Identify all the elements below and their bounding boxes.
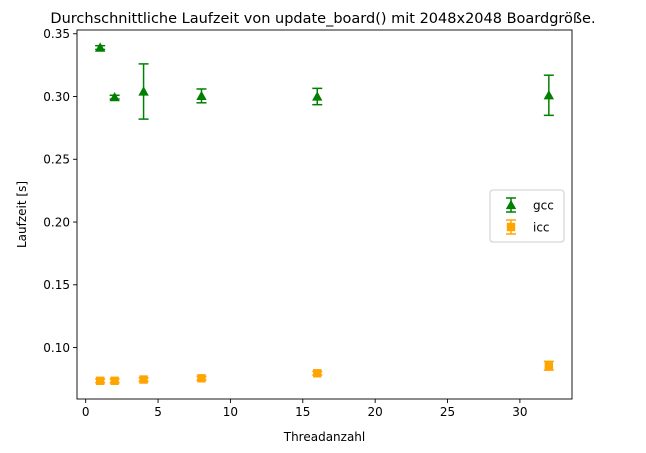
- y-tick-label: 0.20: [43, 215, 70, 229]
- y-tick-label: 0.25: [43, 153, 70, 167]
- x-tick-label: 5: [154, 405, 162, 419]
- x-axis-label: Threadanzahl: [283, 430, 366, 444]
- x-tick-label: 0: [82, 405, 90, 419]
- data-point-gcc: [94, 42, 106, 52]
- x-tick-label: 10: [223, 405, 238, 419]
- chart-title: Durchschnittliche Laufzeit von update_bo…: [50, 11, 595, 27]
- y-tick-label: 0.30: [43, 90, 70, 104]
- data-point-gcc: [543, 90, 555, 100]
- axes-frame: [76, 29, 573, 400]
- x-tick-label: 20: [368, 405, 383, 419]
- series-gcc: [94, 42, 555, 120]
- data-point-gcc: [196, 90, 207, 101]
- legend-marker-icc: [506, 222, 516, 232]
- legend: gcc icc: [489, 189, 565, 243]
- legend-label-icc: icc: [533, 220, 550, 234]
- x-tick-label: 25: [440, 405, 455, 419]
- data-point-gcc: [109, 91, 120, 102]
- x-tick-label: 15: [295, 405, 310, 419]
- legend-entry-gcc: gcc: [505, 197, 554, 213]
- data-point-gcc: [138, 86, 149, 96]
- data-point-icc: [139, 375, 148, 384]
- y-tick-label: 0.15: [43, 278, 70, 292]
- data-point-gcc: [312, 91, 323, 101]
- data-point-icc: [313, 369, 322, 378]
- legend-entry-icc: icc: [506, 219, 550, 235]
- x-axis-ticks: 0 5 10 15 20 25 30: [82, 399, 528, 419]
- x-tick-label: 30: [512, 405, 527, 419]
- data-point-icc: [197, 374, 206, 383]
- legend-label-gcc: gcc: [533, 198, 554, 212]
- data-point-icc: [544, 361, 554, 370]
- series-icc: [95, 360, 554, 386]
- legend-marker-gcc: [505, 199, 517, 210]
- y-axis-ticks: 0.10 0.15 0.20 0.25 0.30 0.35: [43, 27, 77, 355]
- y-tick-label: 0.10: [43, 341, 70, 355]
- data-point-icc: [110, 376, 119, 386]
- y-axis-label: Laufzeit [s]: [15, 181, 29, 248]
- plot-area: [94, 42, 555, 386]
- y-tick-label: 0.35: [43, 27, 70, 41]
- data-point-icc: [95, 376, 105, 386]
